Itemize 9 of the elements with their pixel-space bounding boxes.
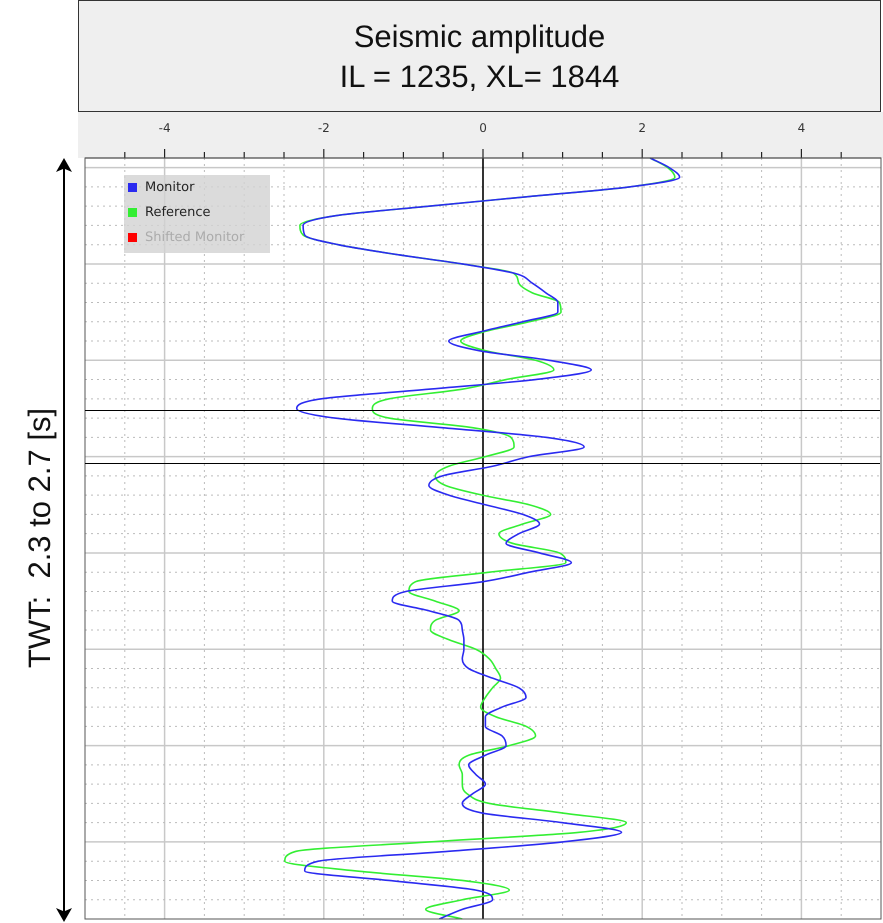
legend-label: Monitor [145, 180, 194, 195]
x-tick-label: 4 [798, 120, 806, 135]
y-axis-title: TWT: 2.3 to 2.7 [s] [21, 406, 58, 670]
chart-title: Seismic amplitude IL = 1235, XL= 1844 [78, 0, 881, 112]
legend-label: Reference [145, 205, 210, 220]
x-tick-label: -2 [318, 120, 330, 135]
x-tick-label: 2 [638, 120, 646, 135]
x-tick-label: -4 [158, 120, 171, 135]
x-tick-label: 0 [479, 120, 487, 135]
